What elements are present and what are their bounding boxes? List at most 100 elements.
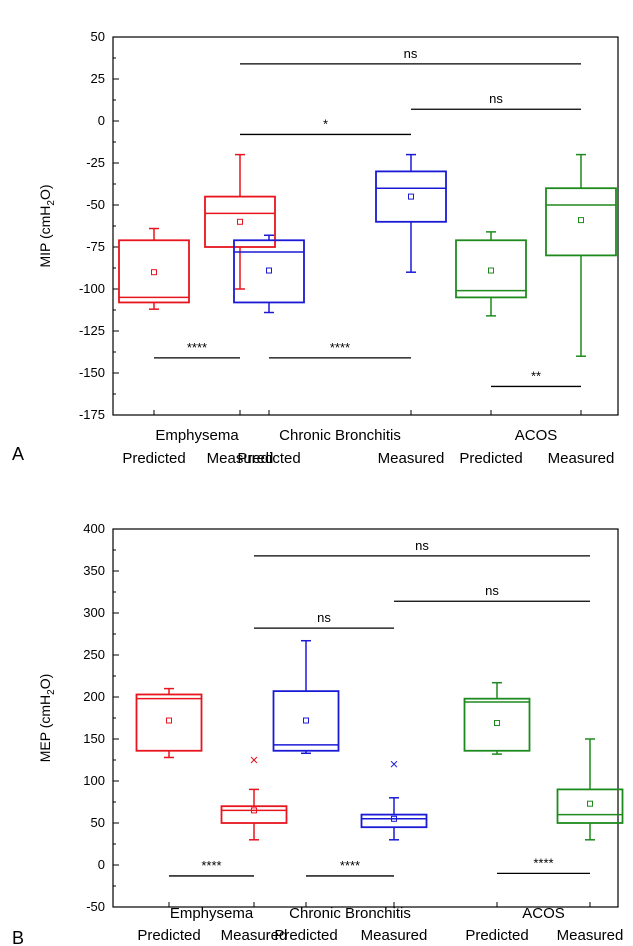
x-category-label: Predicted xyxy=(122,450,185,467)
y-tick-label: 300 xyxy=(83,605,105,620)
box-mean-marker xyxy=(251,807,257,814)
box-mean-marker xyxy=(237,218,243,225)
x-category-label: Measured xyxy=(548,450,615,467)
box-iqr xyxy=(545,187,617,257)
box-mean-marker xyxy=(151,269,157,276)
significance-label: **** xyxy=(201,858,221,873)
y-tick-label: 400 xyxy=(83,521,105,536)
y-tick-label: -25 xyxy=(86,155,105,170)
box-iqr xyxy=(118,239,190,304)
y-tick-label: 150 xyxy=(83,731,105,746)
x-category-label: Predicted xyxy=(237,450,300,467)
y-tick-label: -75 xyxy=(86,239,105,254)
significance-label: * xyxy=(323,116,328,131)
y-axis-title-end: O) xyxy=(37,674,53,690)
significance-label: ns xyxy=(415,538,429,553)
box-iqr xyxy=(233,239,305,304)
box-5 xyxy=(545,153,617,357)
significance-label: ns xyxy=(485,583,499,598)
box-mean-marker xyxy=(391,815,397,822)
box-0 xyxy=(135,687,203,759)
y-tick-label: -50 xyxy=(86,197,105,212)
y-tick-label: 50 xyxy=(91,29,105,44)
panel-a-chart: 50 25 0 -25 -50 -75 -100 -125 -150 -175 MIP (cmH2O… xyxy=(12,29,619,467)
box-3 xyxy=(375,153,447,273)
x-group-label: ACOS xyxy=(522,905,565,922)
box-iqr xyxy=(455,239,527,299)
box-0 xyxy=(118,227,190,310)
significance-label: **** xyxy=(533,855,553,870)
box-mean-marker xyxy=(494,720,500,727)
box-4 xyxy=(463,681,531,755)
box-iqr xyxy=(204,195,276,248)
y-tick-label: -150 xyxy=(79,365,105,380)
significance-label: ns xyxy=(317,610,331,625)
y-axis-title: MEP (cmH2O) xyxy=(37,674,57,763)
outlier-marker xyxy=(250,756,258,764)
panel-b-chart: 400 350 300 250 200 150 100 50 0 -50 MEP (cmH2O) Pr… xyxy=(12,521,624,946)
box-1 xyxy=(204,153,276,290)
y-tick-label: -50 xyxy=(86,899,105,914)
y-tick-label: 0 xyxy=(98,857,105,872)
y-tick-label: 50 xyxy=(91,815,105,830)
x-category-label: Predicted xyxy=(459,450,522,467)
box-iqr xyxy=(360,813,428,829)
y-tick-label: -125 xyxy=(79,323,105,338)
y-axis-title-sub: 2 xyxy=(46,689,57,695)
y-tick-label: 25 xyxy=(91,71,105,86)
box-iqr xyxy=(220,805,288,824)
y-tick-label: -100 xyxy=(79,281,105,296)
y-axis-title-main: MEP (cmH xyxy=(37,695,53,762)
y-axis-title-main: MIP (cmH xyxy=(37,206,53,268)
x-group-label: Emphysema xyxy=(170,905,254,922)
box-2 xyxy=(233,234,305,314)
box-2 xyxy=(272,639,340,755)
significance-label: **** xyxy=(340,858,360,873)
significance-label: **** xyxy=(330,340,350,355)
box-3 xyxy=(360,760,428,841)
box-mean-marker xyxy=(166,717,172,724)
box-mean-marker xyxy=(408,193,414,200)
box-iqr xyxy=(272,690,340,752)
y-tick-label: 250 xyxy=(83,647,105,662)
y-tick-label: 350 xyxy=(83,563,105,578)
y-tick-label: -175 xyxy=(79,407,105,422)
box-iqr xyxy=(135,693,203,752)
x-category-label: Predicted xyxy=(137,927,200,944)
significance-label: ** xyxy=(531,368,541,383)
box-1 xyxy=(220,756,288,841)
significance-label: **** xyxy=(187,340,207,355)
box-iqr xyxy=(463,697,531,752)
y-tick-label: 100 xyxy=(83,773,105,788)
box-mean-marker xyxy=(488,267,494,274)
y-axis-title: MIP (cmH2O) xyxy=(37,184,57,267)
box-mean-marker xyxy=(587,800,593,807)
y-tick-label: 200 xyxy=(83,689,105,704)
significance-label: ns xyxy=(489,91,503,106)
box-mean-marker xyxy=(578,217,584,224)
x-group-label: Chronic Bronchitis xyxy=(289,905,411,922)
plot-frame xyxy=(112,528,619,908)
y-axis-title-sub: 2 xyxy=(46,200,57,206)
box-5 xyxy=(556,738,624,841)
x-group-label: Emphysema xyxy=(155,427,239,444)
panel-letter: A xyxy=(12,444,24,464)
x-category-label: Measured xyxy=(557,927,624,944)
significance-label: ns xyxy=(404,46,418,61)
x-category-label: Predicted xyxy=(274,927,337,944)
x-category-label: Measured xyxy=(361,927,428,944)
x-group-label: ACOS xyxy=(515,427,558,444)
x-category-label: Measured xyxy=(207,450,274,467)
box-iqr xyxy=(375,170,447,223)
x-group-label: Chronic Bronchitis xyxy=(279,427,401,444)
box-mean-marker xyxy=(266,267,272,274)
x-category-label: Measured xyxy=(378,450,445,467)
box-mean-marker xyxy=(303,717,309,724)
outlier-marker xyxy=(390,760,398,768)
y-tick-label: 0 xyxy=(98,113,105,128)
x-category-label: Measured xyxy=(221,927,288,944)
y-axis-title-end: O) xyxy=(37,184,53,200)
panel-letter: B xyxy=(12,928,24,946)
x-category-label: Predicted xyxy=(465,927,528,944)
